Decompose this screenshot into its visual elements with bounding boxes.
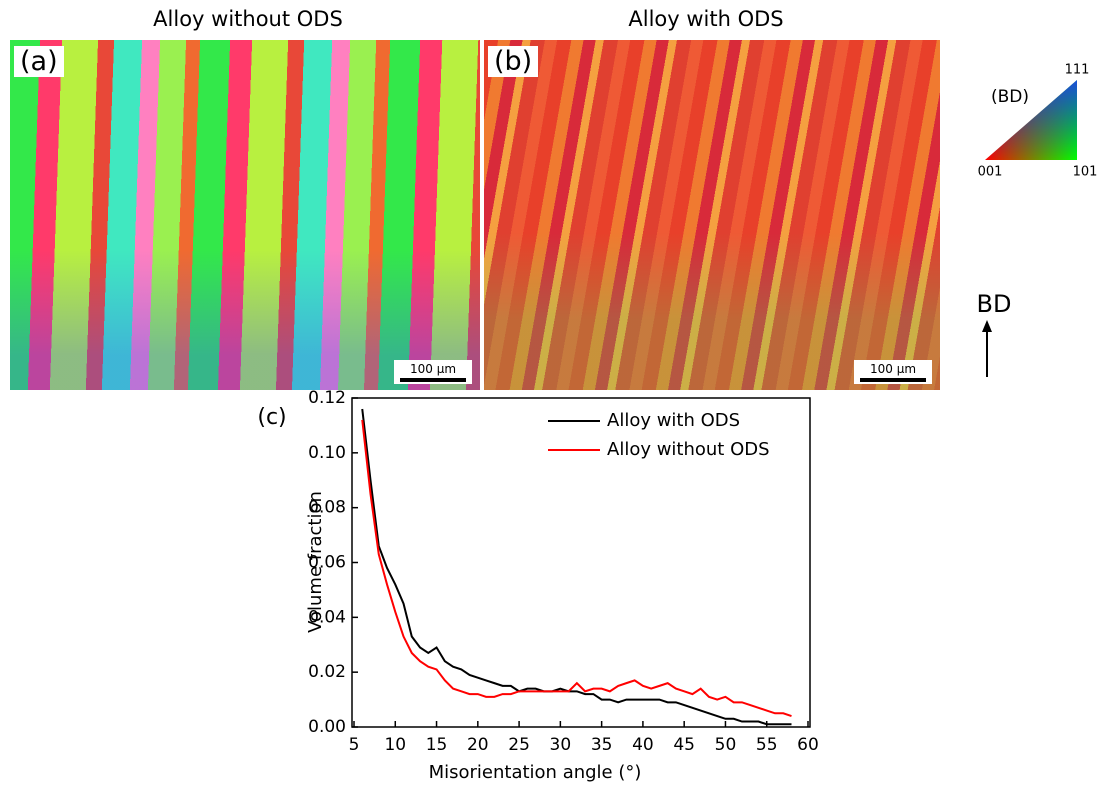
panel-label: (c) [257,405,286,430]
scale-bar-label: 100 µm [409,362,457,376]
panel-title: Alloy without ODS [153,7,343,31]
legend-label: Alloy without ODS [607,439,770,460]
x-tick-label: 50 [715,735,737,755]
panel-label: (a) [14,46,64,77]
x-tick-label: 55 [756,735,778,755]
arrow-head [982,320,992,332]
scale-bar: 100 µm [854,360,932,384]
x-tick-label: 25 [508,735,530,755]
color-key-label: 101 [1073,165,1098,180]
color-key-label: 111 [1065,63,1090,78]
y-tick-label: 0.04 [308,607,346,627]
x-tick-label: 35 [591,735,613,755]
ebsd-map: (b) 100 µm [484,40,940,390]
x-tick-label: 5 [349,735,360,755]
color-key-label: 001 [978,165,1003,180]
color-key-title: (BD) [991,87,1029,107]
y-axis-label: Volume fraction [305,491,326,633]
x-tick-label: 40 [632,735,654,755]
x-axis-label: Misorientation angle (°) [429,762,642,783]
color-key-overlay [985,80,1077,160]
ebsd-map: (a) 100 µm [10,40,480,390]
x-tick-label: 45 [673,735,695,755]
x-tick-label: 10 [384,735,406,755]
x-tick-label: 20 [467,735,489,755]
y-tick-label: 0.08 [308,498,346,518]
y-tick-label: 0.10 [308,443,346,463]
scale-bar: 100 µm [394,360,472,384]
line [361,419,792,717]
panel-title: Alloy with ODS [628,7,783,31]
x-tick-label: 60 [797,735,819,755]
build-direction: BD [977,290,1012,318]
scale-bar-label: 100 µm [869,362,917,376]
panel-label: (b) [488,46,539,77]
y-tick-label: 0.12 [308,388,346,408]
x-tick-label: 30 [550,735,572,755]
y-tick-label: 0.06 [308,553,346,573]
line [361,408,792,726]
x-tick-label: 15 [426,735,448,755]
y-tick-label: 0.00 [308,717,346,737]
legend-label: Alloy with ODS [607,410,740,431]
y-tick-label: 0.02 [308,662,346,682]
